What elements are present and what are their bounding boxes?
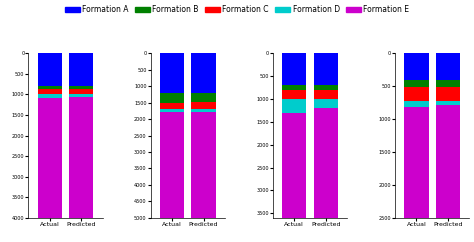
Bar bbox=[69, 90, 93, 94]
Bar bbox=[191, 93, 216, 102]
Bar bbox=[282, 113, 306, 218]
Bar bbox=[314, 99, 338, 108]
Bar bbox=[191, 112, 216, 218]
Bar bbox=[436, 53, 460, 80]
Bar bbox=[191, 53, 216, 93]
Bar bbox=[436, 87, 460, 101]
Bar bbox=[404, 80, 428, 87]
Bar bbox=[314, 90, 338, 99]
Bar bbox=[404, 53, 428, 80]
Bar bbox=[404, 87, 428, 101]
Bar bbox=[37, 98, 62, 218]
Bar bbox=[314, 108, 338, 218]
Bar bbox=[282, 53, 306, 85]
Bar bbox=[37, 90, 62, 94]
Bar bbox=[69, 86, 93, 90]
Bar bbox=[436, 101, 460, 105]
Bar bbox=[282, 99, 306, 113]
Bar bbox=[436, 80, 460, 87]
Bar bbox=[160, 103, 184, 109]
Bar bbox=[404, 101, 428, 107]
Bar bbox=[160, 113, 184, 218]
Bar bbox=[404, 107, 428, 219]
Legend: Formation A, Formation B, Formation C, Formation D, Formation E: Formation A, Formation B, Formation C, F… bbox=[63, 4, 411, 16]
Bar bbox=[69, 53, 93, 86]
Bar bbox=[282, 85, 306, 90]
Bar bbox=[37, 94, 62, 98]
Bar bbox=[37, 86, 62, 90]
Bar bbox=[191, 108, 216, 112]
Bar bbox=[160, 93, 184, 103]
Bar bbox=[314, 85, 338, 90]
Bar bbox=[37, 53, 62, 86]
Bar bbox=[69, 97, 93, 218]
Bar bbox=[282, 90, 306, 99]
Bar bbox=[160, 53, 184, 93]
Bar bbox=[191, 102, 216, 108]
Bar bbox=[436, 105, 460, 218]
Bar bbox=[314, 53, 338, 85]
Bar bbox=[160, 109, 184, 113]
Bar bbox=[69, 94, 93, 97]
